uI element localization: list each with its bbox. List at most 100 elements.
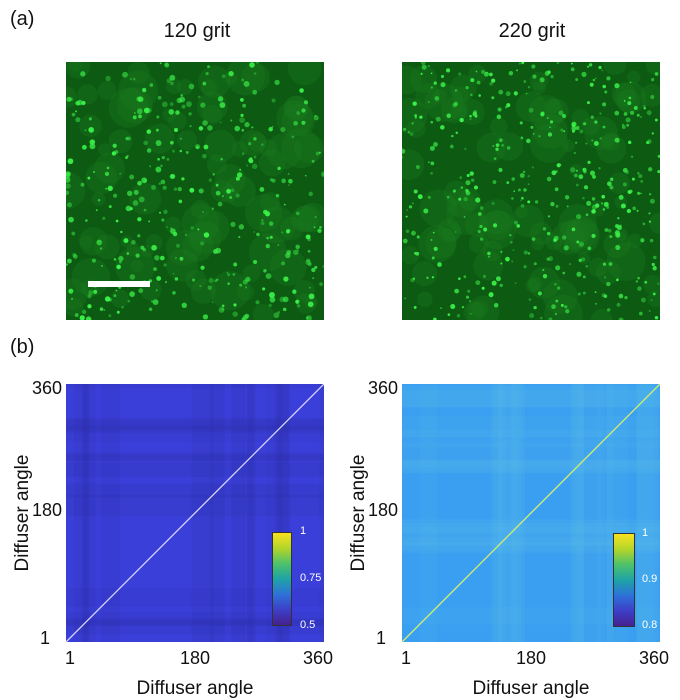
speckle-spot	[96, 239, 103, 246]
speckle-spot	[581, 71, 587, 77]
speckle-spot	[576, 240, 580, 244]
speckle-spot	[230, 119, 233, 122]
speckle-spot	[602, 84, 607, 89]
colorbar-tick-mid: 0.9	[642, 573, 658, 585]
heatmap-band	[101, 384, 120, 642]
speckle-haze	[225, 72, 238, 85]
speckle-spot	[263, 269, 267, 273]
speckle-spot	[563, 245, 569, 251]
speckle-spot	[291, 135, 295, 139]
speckle-spot	[627, 140, 632, 145]
speckle-spot	[646, 110, 652, 116]
heatmap-band	[636, 384, 655, 642]
speckle-spot	[511, 177, 516, 181]
speckle-spot	[171, 174, 175, 178]
speckle-spot	[253, 155, 257, 159]
speckle-spot	[155, 140, 162, 146]
speckle-spot	[165, 281, 167, 284]
speckle-spot	[475, 70, 478, 73]
speckle-haze	[66, 278, 88, 310]
speckle-spot	[265, 243, 270, 249]
speckle-spot	[492, 223, 498, 228]
speckle-spot	[415, 165, 420, 170]
speckle-haze	[164, 216, 182, 234]
speckle-spot	[140, 245, 145, 250]
speckle-spot	[153, 267, 157, 272]
speckle-spot	[131, 240, 136, 245]
speckle-spot	[637, 191, 641, 195]
speckle-spot	[523, 80, 527, 83]
speckle-spot	[477, 212, 482, 216]
speckle-spot	[463, 197, 468, 202]
speckle-spot	[293, 120, 298, 126]
speckle-spot	[598, 65, 602, 70]
speckle-spot	[640, 179, 644, 183]
speckle-spot	[207, 285, 212, 290]
speckle-spot	[126, 190, 133, 197]
speckle-spot	[295, 299, 300, 304]
speckle-spot	[481, 286, 485, 290]
speckle-spot	[430, 238, 433, 241]
heatmap-band	[511, 384, 521, 642]
speckle-spot	[239, 283, 243, 287]
speckle-spot	[66, 171, 71, 177]
speckle-spot	[156, 276, 162, 281]
speckle-spot	[66, 176, 71, 183]
speckle-haze	[476, 132, 507, 163]
speckle-spot	[132, 200, 139, 206]
speckle-spot	[577, 292, 581, 296]
speckle-spot	[640, 192, 642, 195]
speckle-spot	[489, 81, 493, 86]
heatmap-band	[402, 438, 660, 448]
speckle-spot	[475, 280, 481, 286]
speckle-spot	[578, 174, 584, 180]
speckle-spot	[311, 267, 316, 273]
speckle-spot	[230, 221, 236, 227]
speckle-spot	[629, 189, 633, 193]
speckle-spot	[253, 137, 257, 141]
speckle-spot	[465, 180, 471, 186]
speckle-spot	[163, 263, 167, 267]
speckle-haze	[588, 257, 608, 278]
y-tick-1: 1	[375, 628, 386, 648]
speckle-haze	[97, 81, 117, 101]
speckle-spot	[177, 187, 182, 192]
speckle-haze	[165, 229, 202, 266]
speckle-spot	[66, 258, 72, 264]
speckle-spot	[271, 98, 276, 103]
speckle-spot	[501, 143, 505, 147]
speckle-spot	[527, 252, 531, 255]
speckle-spot	[274, 79, 280, 85]
speckle-spot	[602, 125, 606, 129]
speckle-spot	[307, 237, 311, 242]
speckle-haze	[126, 242, 141, 257]
speckle-spot	[598, 167, 601, 170]
speckle-spot	[137, 180, 142, 186]
heatmap-band	[402, 541, 660, 553]
speckle-spot	[84, 129, 87, 132]
speckle-spot	[296, 111, 301, 115]
x-tick-180: 180	[515, 648, 547, 668]
speckle-spot	[423, 208, 429, 214]
speckle-haze	[188, 221, 222, 254]
speckle-spot	[240, 113, 244, 117]
speckle-spot	[214, 279, 218, 283]
speckle-spot	[212, 249, 218, 255]
speckle-spot	[283, 203, 286, 206]
speckle-spot	[470, 178, 475, 182]
speckle-haze	[419, 189, 457, 228]
speckle-spot	[285, 252, 291, 259]
speckle-spot	[528, 107, 534, 113]
speckle-spot	[437, 262, 442, 267]
speckle-spot	[547, 132, 553, 137]
speckle-spot	[75, 117, 81, 123]
speckle-haze	[127, 62, 150, 84]
speckle-spot	[313, 115, 319, 121]
speckle-haze	[515, 91, 547, 123]
speckle-haze	[640, 83, 660, 107]
speckle-spot	[219, 121, 222, 124]
speckle-haze	[66, 86, 78, 108]
x-tick-360: 360	[638, 648, 670, 668]
speckle-spot	[202, 120, 208, 126]
speckle-spot	[275, 194, 280, 198]
